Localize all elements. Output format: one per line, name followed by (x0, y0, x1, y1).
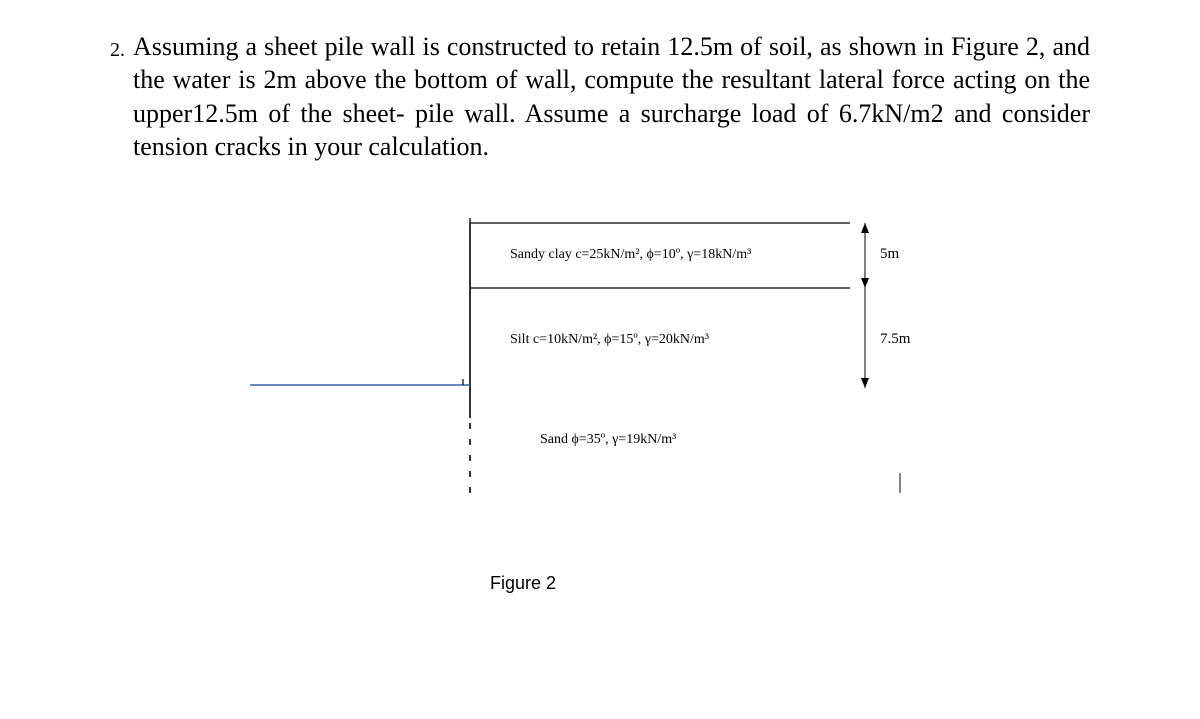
figure-caption: Figure 2 (490, 573, 556, 594)
layer3-label: Sand ϕ=35º, γ=19kN/m³ (540, 432, 676, 447)
problem-statement: 2. Assuming a sheet pile wall is constru… (110, 30, 1090, 163)
figure-svg: Sandy clay c=25kN/m², ϕ=10º, γ=18kN/m³ S… (210, 203, 1010, 563)
dim-7p5m: 7.5m (880, 331, 911, 347)
problem-text: Assuming a sheet pile wall is constructe… (133, 30, 1090, 163)
figure-2: Sandy clay c=25kN/m², ϕ=10º, γ=18kN/m³ S… (110, 203, 1090, 623)
layer1-label: Sandy clay c=25kN/m², ϕ=10º, γ=18kN/m³ (510, 247, 751, 262)
layer2-label: Silt c=10kN/m², ϕ=15º, γ=20kN/m³ (510, 332, 709, 347)
dim-5m: 5m (880, 246, 900, 262)
problem-number: 2. (110, 30, 125, 66)
